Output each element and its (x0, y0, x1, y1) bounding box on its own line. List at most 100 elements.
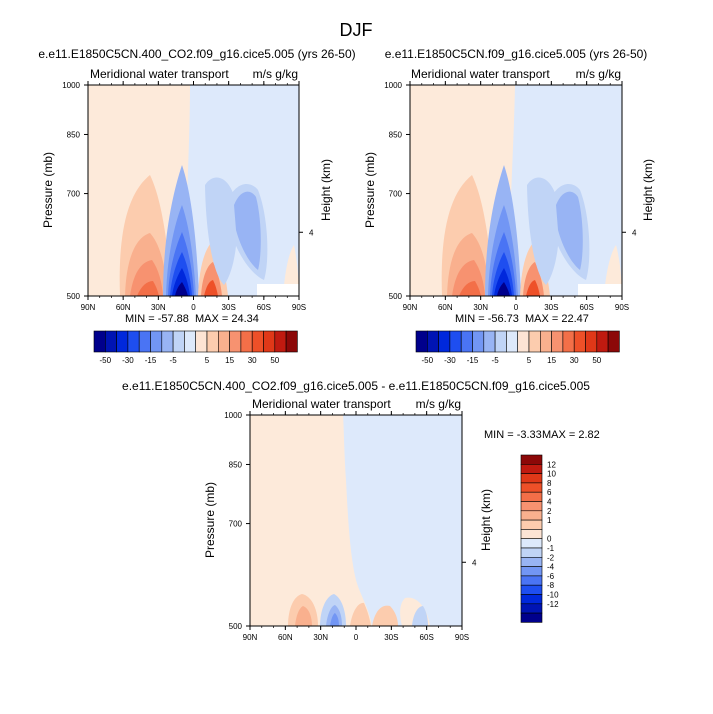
panel2-colorbar-box (494, 330, 507, 353)
panel2-left-label: Meridional water transport (411, 67, 550, 81)
panel2-colorbar-box (562, 330, 575, 353)
panel3-colorbar-label: -2 (547, 553, 555, 562)
panel2-units-label: m/s g/kg (576, 67, 621, 81)
panel1-colorbar-box (93, 330, 106, 353)
panel1-y-tick-label: 850 (67, 130, 81, 139)
panel1-colorbar-box (116, 330, 129, 353)
panel2-min-label: MIN = -56.73 (455, 313, 519, 325)
panel2-contour-fill (556, 191, 583, 270)
panel2-right-tick-label: 4 (632, 228, 637, 237)
panel1-colorbar-label: 5 (205, 356, 210, 365)
panel2-max-label: MAX = 22.47 (525, 313, 589, 325)
panel1-colorbar-box (285, 330, 298, 353)
panel3-colorbar-label: 1 (547, 516, 552, 525)
panel3-colorbar-box (520, 566, 543, 577)
panel2-colorbar-label: 5 (527, 356, 532, 365)
panel2-colorbar-box (506, 330, 518, 353)
panel3-colorbar-box (520, 584, 543, 595)
panel2-colorbar-box (607, 330, 620, 353)
panel2-x-tick-label: 30N (473, 303, 488, 312)
panel1-colorbar-box (150, 330, 163, 353)
panel2-y-tick-label: 850 (389, 130, 403, 139)
panel3-colorbar-label: 12 (547, 460, 556, 469)
panel1-colorbar-box (251, 330, 264, 353)
panel3-contour-fill (350, 602, 371, 626)
panel3-colorbar-label: -8 (547, 581, 555, 590)
panel1-x-tick-label: 60S (257, 303, 271, 312)
panel3-colorbar-box (520, 491, 543, 502)
panel1-field (119, 85, 299, 296)
panel1-contour-fill (283, 245, 299, 296)
panel1-colorbar-box (138, 330, 151, 353)
panel1-left-label: Meridional water transport (90, 67, 229, 81)
panel3-x-tick-label: 30S (384, 633, 398, 642)
panel1-min-label: MIN = -57.88 (125, 313, 189, 325)
panel3-x-tick-label: 90N (243, 633, 258, 642)
panel2-y-tick-label: 500 (389, 292, 403, 301)
panel3-colorbar-box (520, 594, 543, 605)
panel2-x-tick-label: 90N (403, 303, 418, 312)
panel2-axis-ticks: 90N 60N 30N 0 30S 60S 90S 500 700 850 1000 4 (384, 81, 637, 312)
panel1-colorbar-label: 15 (225, 356, 234, 365)
panel2-colorbar-box (483, 330, 496, 353)
panel2-title: e.e11.E1850C5CN.f09_g16.cice5.005 (yrs 2… (385, 47, 648, 61)
panel2-colorbar-label: -50 (422, 356, 434, 365)
panel1-units-label: m/s g/kg (253, 67, 298, 81)
panel3-contour-fill (295, 606, 312, 626)
panel3-colorbar-box (520, 603, 543, 614)
panel3-contour-fill (372, 605, 398, 626)
panel3-units-label: m/s g/kg (416, 397, 461, 411)
panel1-colorbar-box (218, 330, 230, 353)
panel2-colorbar-label: -5 (492, 356, 500, 365)
panel3-colorbar-label: 0 (547, 535, 552, 544)
panel3-colorbar-label: -6 (547, 572, 555, 581)
panel3-colorbar-label: 6 (547, 488, 552, 497)
panel3-colorbar-box (520, 482, 543, 493)
panel1-colorbar-label: 30 (248, 356, 257, 365)
panel1-colorbar-label: -50 (100, 356, 112, 365)
panel1-axis-ticks: 90N 60N 30N 0 30S 60S 90S 500 700 850 1000 4 (62, 81, 314, 312)
panel1-colorbar-box (161, 330, 174, 353)
panel2-colorbar-box (585, 330, 598, 353)
panel2-colorbar-box (573, 330, 586, 353)
panel1-colorbar-box (172, 330, 185, 353)
panel2-colorbar-label: -30 (444, 356, 456, 365)
panel2-missing-data-region (578, 284, 622, 296)
panel3-colorbar-label: -1 (547, 544, 555, 553)
panel1-x-tick-label: 90N (81, 303, 96, 312)
panel1-missing-data-region (257, 284, 299, 296)
panel1-y-tick-label: 1000 (62, 81, 80, 90)
panel2-colorbar-box (426, 330, 439, 353)
panel3-colorbar-box (520, 454, 543, 465)
panel1-x-tick-label: 60N (116, 303, 131, 312)
panel1-colorbar-label: -5 (170, 356, 178, 365)
panel2-y-tick-label: 1000 (384, 81, 402, 90)
panel2-colorbar-box (517, 330, 530, 353)
panel2-colorbar-label: -15 (467, 356, 479, 365)
panel3-colorbar-label: -12 (547, 600, 559, 609)
panel2-contour-fill (604, 245, 622, 296)
panel1-colorbar-label: -15 (145, 356, 157, 365)
panel3-colorbar-box (520, 547, 543, 558)
panel3-colorbar-label: 2 (547, 507, 552, 516)
panel1-colorbar-box (229, 330, 242, 353)
panel2-colorbar-box (472, 330, 485, 353)
panel3-colorbar-label: -10 (547, 591, 559, 600)
panel1-title: e.e11.E1850C5CN.400_CO2.f09_g16.cice5.00… (38, 47, 355, 61)
panel1-right-tick-label: 4 (309, 228, 314, 237)
panel2-colorbar-box (415, 330, 428, 353)
panel1-y-tick-label: 700 (67, 190, 81, 199)
panel3-contour-fill (412, 606, 428, 626)
panel1-colorbar-box (184, 330, 196, 353)
panel2-colorbar-box (539, 330, 552, 353)
panel1-colorbar-box (127, 330, 140, 353)
panel3-y-axis-title: Pressure (mb) (203, 482, 217, 558)
panel3-x-tick-label: 60N (278, 633, 293, 642)
panel1-right-axis-title: Height (km) (319, 159, 333, 221)
panel3-southward-region (343, 415, 462, 626)
panel2-colorbar: -50 -30 -15 -5 5 15 30 50 (415, 330, 620, 365)
panel2-y-tick-label: 700 (389, 190, 403, 199)
panel3-x-tick-label: 0 (354, 633, 359, 642)
panel3-field (288, 415, 462, 626)
